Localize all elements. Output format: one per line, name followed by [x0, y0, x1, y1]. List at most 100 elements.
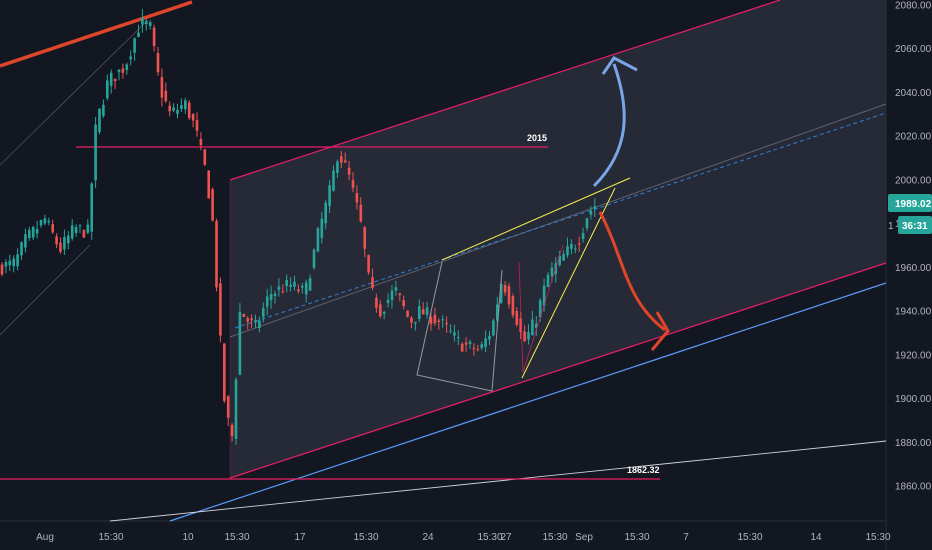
candle-body [347, 167, 351, 175]
old-channel-bottom [0, 244, 91, 336]
candle-body [0, 264, 4, 275]
candle-body [215, 220, 218, 288]
time-tick-label: 15:30 [224, 532, 249, 543]
candle-body [67, 235, 70, 244]
wedge-upper-line[interactable] [441, 177, 631, 261]
time-tick-label: 15:30 [624, 532, 649, 543]
candle-body [328, 185, 331, 207]
candle-body [359, 204, 363, 222]
time-tick-label: 15:30 [865, 532, 890, 543]
candle-body [102, 104, 105, 116]
axis-partial-label: 1 [888, 221, 894, 232]
candle-body [285, 279, 288, 286]
candle-body [106, 80, 109, 99]
price-tick-label: 1880.00 [895, 438, 932, 449]
countdown-badge [898, 216, 932, 234]
candle-body [574, 248, 577, 250]
candle-body [39, 220, 43, 226]
last-price-badge [888, 194, 932, 212]
candle-body [273, 293, 277, 296]
candlestick-series [0, 9, 597, 445]
time-tick-label: 15:30 [737, 532, 762, 543]
candle-body [24, 234, 27, 248]
candle-body [464, 342, 468, 345]
old-trend-line[interactable] [0, 0, 193, 68]
candle-body [59, 242, 62, 252]
candle-body [406, 310, 409, 317]
price-tick-label: 2060.00 [895, 44, 932, 55]
channel-lower-line[interactable] [229, 262, 887, 479]
time-tick-label: 17 [294, 532, 306, 543]
candle-body [281, 291, 285, 293]
candle-body [293, 281, 296, 287]
candle-body [74, 227, 78, 233]
candle-body [277, 286, 281, 290]
candle-body [523, 331, 526, 342]
wedge-lower-line[interactable] [521, 187, 616, 379]
price-tick-label: 1920.00 [895, 350, 932, 361]
candle-body [332, 170, 335, 191]
candle-body [460, 343, 464, 352]
candle-body [550, 267, 554, 276]
rising-channel-fill [230, 0, 886, 478]
candle-body [8, 260, 12, 266]
candle-body [234, 379, 238, 439]
dashed-trend-line[interactable] [234, 112, 887, 329]
candle-body [176, 109, 179, 114]
candle-body [355, 193, 359, 203]
candle-body [538, 300, 542, 318]
candle-body [558, 255, 561, 265]
level-label-2015: 2015 [527, 133, 547, 143]
candle-body [531, 319, 534, 336]
candle-body [577, 243, 581, 245]
candle-body [16, 254, 19, 267]
candle-body [503, 285, 507, 293]
last-price-value: 1989.02 [895, 199, 932, 210]
candle-body [90, 183, 93, 232]
channel-upper-line[interactable] [229, 0, 781, 181]
candle-body [429, 317, 433, 325]
candle-body [402, 300, 405, 306]
channel-midline[interactable] [229, 103, 887, 338]
candle-body [566, 246, 569, 256]
candle-body [484, 338, 487, 347]
candle-body [187, 102, 191, 118]
price-tick-label: 1900.00 [895, 394, 932, 405]
candle-body [129, 56, 132, 60]
candle-body [203, 149, 207, 165]
candle-body [421, 309, 425, 315]
bullish-arrow [592, 63, 626, 188]
price-axis-panel [886, 0, 932, 550]
price-tick-label: 2000.00 [895, 175, 932, 186]
candle-body [488, 335, 491, 340]
candle-body [445, 322, 448, 325]
candle-body [511, 296, 515, 316]
candle-body [98, 108, 101, 133]
candle-body [382, 311, 386, 314]
candle-body [250, 318, 253, 321]
candle-body [35, 229, 39, 234]
time-tick-label: 24 [422, 532, 434, 543]
candle-body [4, 262, 8, 267]
candle-body [28, 230, 31, 238]
candle-body [199, 138, 203, 145]
blue-support-line[interactable] [169, 282, 887, 522]
pattern-right-shape [518, 244, 564, 373]
candle-body [289, 284, 292, 287]
time-tick-label: 7 [683, 532, 689, 543]
candle-body [386, 299, 390, 303]
time-tick-label: Aug [36, 532, 54, 543]
time-tick-label: 14 [810, 532, 822, 543]
candle-body [593, 206, 597, 209]
candle-body [562, 254, 565, 261]
candle-body [191, 114, 195, 121]
price-tick-label: 1940.00 [895, 307, 932, 318]
candle-body [398, 293, 402, 296]
candle-body [301, 285, 304, 288]
old-channel-top [0, 19, 149, 166]
white-trend-line[interactable] [109, 440, 887, 522]
countdown-value: 36:31 [902, 221, 928, 232]
candle-body [535, 323, 538, 328]
